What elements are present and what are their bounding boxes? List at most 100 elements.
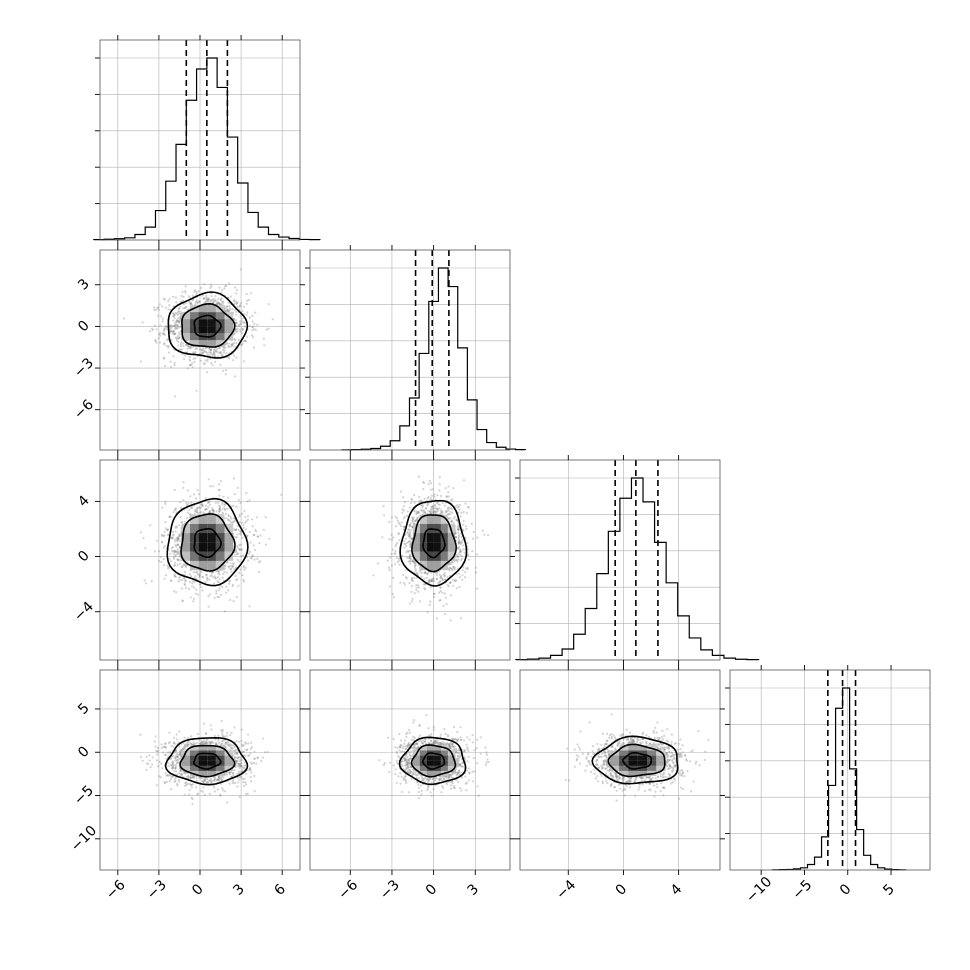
sample-point	[227, 565, 230, 568]
sample-point	[392, 596, 395, 599]
sample-point	[171, 550, 174, 553]
sample-point	[221, 734, 224, 737]
sample-point	[207, 595, 210, 598]
sample-point	[408, 523, 411, 527]
sample-point	[413, 494, 416, 497]
density-cell	[419, 523, 427, 534]
sample-point	[178, 780, 181, 783]
sample-point	[219, 509, 222, 512]
sample-point	[192, 776, 195, 779]
sample-point	[179, 535, 182, 538]
sample-point	[229, 515, 232, 519]
sample-point	[235, 341, 238, 345]
sample-point	[248, 550, 252, 553]
sample-point	[171, 332, 174, 335]
sample-point	[462, 523, 465, 526]
pair-panel-2-0	[95, 455, 305, 665]
sample-point	[177, 340, 180, 343]
sample-point	[408, 602, 412, 605]
sample-point	[414, 569, 417, 572]
sample-point	[197, 506, 200, 509]
sample-point	[164, 746, 168, 749]
sample-point	[178, 336, 181, 339]
sample-point	[250, 746, 254, 749]
sample-point	[172, 533, 175, 536]
sample-point	[170, 330, 173, 333]
sample-point	[443, 575, 446, 578]
sample-point	[238, 521, 241, 524]
sample-point	[460, 540, 463, 544]
sample-point	[179, 559, 182, 562]
sample-point	[410, 584, 413, 588]
sample-point	[177, 324, 180, 327]
sample-point	[457, 531, 460, 534]
sample-point	[438, 507, 441, 510]
sample-point	[149, 330, 152, 333]
sample-point	[174, 554, 177, 557]
sample-point	[145, 768, 148, 771]
sample-point	[246, 311, 249, 314]
density-cell	[419, 514, 427, 524]
sample-point	[388, 538, 391, 541]
sample-point	[201, 575, 204, 578]
sample-point	[432, 512, 435, 515]
sample-point	[454, 505, 457, 508]
sample-point	[447, 509, 450, 512]
sample-point	[198, 348, 201, 351]
sample-point	[428, 510, 432, 513]
sample-point	[173, 590, 176, 593]
sample-point	[251, 326, 254, 329]
sample-point	[393, 563, 397, 566]
sample-point	[213, 352, 216, 355]
sample-point	[223, 506, 226, 509]
sample-point	[450, 561, 453, 564]
sample-point	[157, 314, 160, 317]
sample-point	[198, 574, 201, 577]
sample-point	[233, 493, 236, 496]
sample-point	[444, 487, 447, 490]
sample-point	[177, 311, 180, 314]
sample-point	[173, 564, 176, 567]
sample-point	[430, 494, 433, 497]
sample-point	[169, 360, 172, 363]
sample-point	[212, 509, 215, 512]
sample-point	[168, 304, 171, 307]
sample-point	[224, 306, 227, 309]
sample-point	[248, 769, 252, 772]
sample-point	[221, 300, 224, 303]
sample-point	[173, 364, 176, 367]
sample-point	[205, 351, 208, 354]
sample-point	[220, 719, 223, 723]
sample-point	[411, 518, 414, 521]
sample-point	[190, 346, 193, 349]
sample-point	[466, 566, 469, 569]
sample-point	[280, 493, 283, 496]
sample-point	[206, 353, 209, 357]
sample-point	[177, 309, 180, 313]
sample-point	[223, 349, 226, 352]
sample-point	[174, 575, 177, 578]
sample-point	[188, 581, 192, 584]
sample-point	[458, 539, 461, 543]
sample-point	[238, 305, 241, 308]
sample-point	[210, 574, 213, 577]
sample-point	[170, 744, 173, 747]
sample-point	[176, 537, 179, 540]
sample-point	[179, 348, 182, 351]
sample-point	[182, 564, 185, 567]
sample-point	[216, 348, 219, 351]
sample-point	[188, 355, 191, 359]
sample-point	[209, 300, 212, 303]
sample-point	[409, 534, 412, 537]
sample-point	[153, 308, 156, 312]
sample-point	[177, 537, 181, 540]
sample-point	[232, 782, 235, 785]
sample-point	[181, 290, 184, 293]
sample-point	[185, 501, 188, 504]
sample-point	[203, 297, 206, 300]
sample-point	[174, 336, 177, 339]
sample-point	[197, 792, 200, 795]
sample-point	[236, 553, 239, 556]
sample-point	[249, 741, 253, 744]
sample-point	[184, 782, 187, 785]
